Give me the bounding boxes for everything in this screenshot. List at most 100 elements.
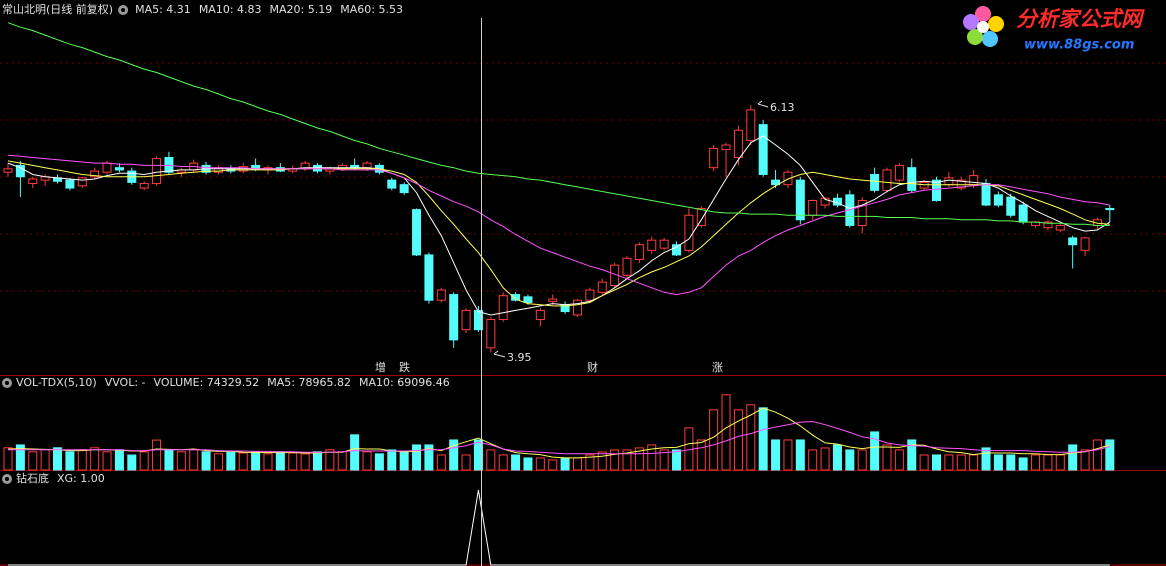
high-arrow	[757, 100, 763, 105]
legend-label: XG: 1.00	[57, 472, 105, 485]
candle-body	[585, 289, 595, 301]
candle-body	[486, 318, 496, 349]
logo: 分析家公式网 www.88gs.com	[963, 6, 1145, 53]
panel-headers: 常山北明(日线 前复权) MA5: 4.31 MA10: 4.83 MA20: 5.1…	[2, 2, 450, 485]
candle-body	[597, 281, 607, 293]
volume-bar	[1068, 444, 1078, 471]
volume-bar	[90, 447, 100, 471]
candle-body	[1018, 204, 1028, 223]
candle-body	[1105, 207, 1115, 211]
logo-center	[977, 21, 989, 33]
candle-body	[845, 194, 855, 226]
plot-area	[3, 22, 1115, 566]
volume-bar	[808, 449, 818, 471]
candle-body	[102, 162, 112, 173]
candle-body	[535, 309, 545, 320]
candle-body	[387, 179, 397, 189]
candle-body	[313, 164, 322, 172]
volume-bar	[597, 451, 607, 471]
candle-body	[820, 197, 830, 206]
candle-body	[77, 177, 87, 187]
candle-body	[1068, 237, 1078, 246]
candle-body	[733, 129, 743, 158]
volume-bar	[758, 407, 768, 471]
candle-body	[1080, 237, 1090, 251]
candle-body	[3, 168, 13, 173]
volume-bar	[981, 447, 991, 471]
volume-bar	[486, 449, 496, 471]
signal-label: 财	[587, 360, 598, 374]
volume-bar	[919, 454, 929, 471]
volume-bar	[53, 447, 63, 471]
candle-body	[758, 124, 768, 175]
volume-bar	[213, 453, 223, 471]
volume-bar	[300, 453, 310, 471]
volume-bar	[733, 409, 743, 471]
candle-body	[548, 298, 558, 302]
volume-bar	[176, 451, 186, 471]
candle-body	[808, 200, 818, 216]
logo-petal	[967, 29, 983, 45]
volume-bar	[461, 454, 471, 471]
volume-bar	[65, 451, 75, 471]
low-label: 3.95	[507, 351, 532, 364]
volume-bar	[164, 449, 174, 471]
ma-line	[8, 420, 1110, 455]
settings-icon	[5, 381, 9, 385]
volume-bar	[870, 431, 880, 471]
candle-body	[473, 309, 483, 331]
candle-body	[647, 239, 657, 251]
volume-bar	[189, 449, 199, 471]
volume-bar	[1043, 454, 1053, 471]
volume-bar	[1092, 439, 1102, 471]
candle-body	[1043, 221, 1053, 229]
legend-label: MA10: 69096.46	[359, 376, 450, 389]
candle-body	[907, 167, 917, 191]
volume-bar	[473, 439, 483, 471]
volume-bar	[436, 454, 446, 471]
candle-body	[28, 178, 38, 185]
logo-petal	[982, 31, 998, 47]
volume-bar	[696, 439, 706, 471]
low-arrow	[493, 350, 499, 355]
candle-body	[1055, 224, 1065, 231]
volume-bar	[40, 449, 50, 471]
volume-bar	[523, 457, 533, 471]
volume-bar	[709, 409, 719, 471]
volume-bar	[139, 451, 149, 471]
candle-body	[894, 164, 904, 181]
volume-bar	[857, 449, 867, 471]
candle-body	[932, 179, 941, 202]
logo-petal	[975, 6, 991, 22]
high-arrow	[757, 103, 769, 108]
signal-label: 增	[375, 360, 386, 374]
candle-body	[164, 156, 174, 173]
signal-label: 涨	[712, 361, 723, 374]
candle-body	[857, 200, 867, 226]
volume-bar	[647, 444, 657, 471]
volume-bar	[511, 454, 521, 471]
volume-bar	[77, 449, 87, 471]
candle-body	[684, 214, 694, 251]
volume-bar	[337, 451, 347, 471]
volume-bar	[288, 452, 298, 471]
candle-body	[523, 296, 533, 303]
candle-body	[90, 170, 100, 178]
candle-body	[15, 164, 25, 178]
candle-body	[969, 175, 979, 186]
volume-bar	[449, 439, 459, 471]
volume-bar	[387, 449, 397, 471]
candle-body	[783, 171, 793, 186]
candle-body	[882, 169, 892, 191]
candle-body	[696, 207, 706, 226]
volume-bar	[820, 447, 830, 471]
volume-bar	[1006, 454, 1016, 471]
candle-body	[449, 294, 459, 341]
high-label: 6.13	[770, 101, 795, 114]
volume-bar	[251, 451, 261, 471]
volume-bar	[15, 444, 25, 471]
volume-bar	[275, 451, 285, 471]
volume-bar	[585, 454, 595, 471]
candle-body	[436, 289, 446, 301]
candle-body	[498, 295, 508, 320]
